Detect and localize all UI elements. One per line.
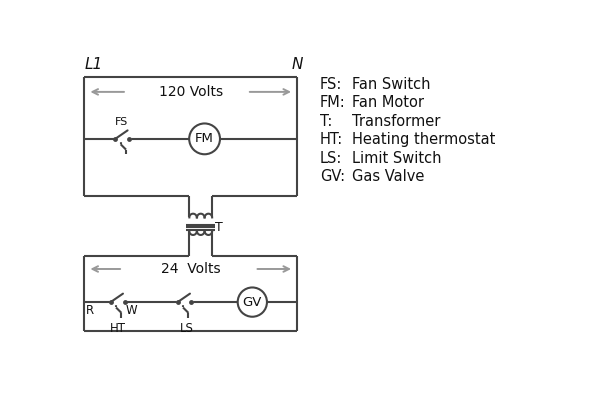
Text: Transformer: Transformer: [352, 114, 441, 129]
Text: GV: GV: [242, 296, 262, 309]
Text: LS: LS: [180, 322, 194, 335]
Text: Limit Switch: Limit Switch: [352, 151, 442, 166]
Text: 120 Volts: 120 Volts: [159, 85, 223, 99]
Text: Fan Switch: Fan Switch: [352, 77, 431, 92]
Text: T:: T:: [320, 114, 332, 129]
Text: Heating thermostat: Heating thermostat: [352, 132, 496, 147]
Text: T: T: [215, 221, 223, 234]
Text: FS:: FS:: [320, 77, 342, 92]
Text: FM:: FM:: [320, 95, 346, 110]
Text: Gas Valve: Gas Valve: [352, 169, 425, 184]
Circle shape: [238, 288, 267, 317]
Text: L1: L1: [84, 58, 103, 72]
Text: N: N: [291, 58, 303, 72]
Text: R: R: [86, 304, 94, 318]
Text: W: W: [126, 304, 137, 318]
Circle shape: [189, 124, 220, 154]
Text: HT:: HT:: [320, 132, 343, 147]
Text: GV:: GV:: [320, 169, 345, 184]
Text: FM: FM: [195, 132, 214, 145]
Text: HT: HT: [110, 322, 126, 335]
Text: Fan Motor: Fan Motor: [352, 95, 424, 110]
Text: LS:: LS:: [320, 151, 342, 166]
Text: 24  Volts: 24 Volts: [161, 262, 221, 276]
Text: FS: FS: [114, 116, 128, 126]
